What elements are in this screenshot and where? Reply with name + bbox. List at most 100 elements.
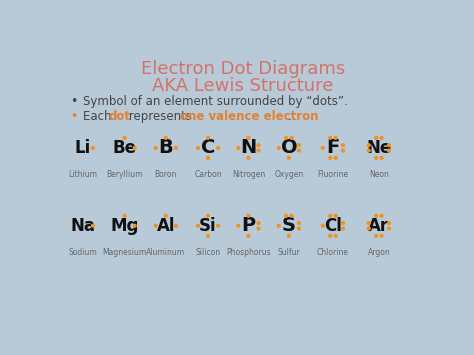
Text: Cl: Cl xyxy=(324,217,342,235)
Ellipse shape xyxy=(133,224,136,227)
Ellipse shape xyxy=(91,224,94,227)
Ellipse shape xyxy=(367,222,370,224)
Ellipse shape xyxy=(237,224,240,227)
Text: dot: dot xyxy=(108,110,130,122)
Text: Na: Na xyxy=(70,217,95,235)
Text: Each: Each xyxy=(83,110,115,122)
Ellipse shape xyxy=(217,224,219,227)
Ellipse shape xyxy=(375,234,377,237)
Text: Fluorine: Fluorine xyxy=(318,170,348,179)
Text: B: B xyxy=(158,138,173,157)
Text: Li: Li xyxy=(74,139,91,157)
Ellipse shape xyxy=(237,147,240,149)
Ellipse shape xyxy=(367,144,370,147)
Ellipse shape xyxy=(298,222,301,224)
Ellipse shape xyxy=(375,157,377,159)
Text: AKA Lewis Structure: AKA Lewis Structure xyxy=(152,77,334,95)
Text: represents: represents xyxy=(125,110,196,122)
Ellipse shape xyxy=(277,224,280,227)
Ellipse shape xyxy=(342,144,345,147)
Text: S: S xyxy=(282,216,296,235)
Ellipse shape xyxy=(342,149,345,152)
Text: Sodium: Sodium xyxy=(68,248,97,257)
Ellipse shape xyxy=(197,224,200,227)
Ellipse shape xyxy=(207,214,210,217)
Text: F: F xyxy=(326,138,339,157)
Ellipse shape xyxy=(334,157,337,159)
Ellipse shape xyxy=(321,147,324,149)
Ellipse shape xyxy=(367,227,370,230)
Text: Phosphorus: Phosphorus xyxy=(226,248,271,257)
Ellipse shape xyxy=(290,136,293,139)
Text: .: . xyxy=(287,110,291,122)
Ellipse shape xyxy=(380,157,383,159)
Ellipse shape xyxy=(329,214,332,217)
Ellipse shape xyxy=(334,234,337,237)
Ellipse shape xyxy=(277,147,280,149)
Ellipse shape xyxy=(257,144,260,147)
Ellipse shape xyxy=(285,214,288,217)
Ellipse shape xyxy=(207,136,210,139)
Ellipse shape xyxy=(388,149,390,152)
Ellipse shape xyxy=(247,136,250,139)
Ellipse shape xyxy=(287,157,290,159)
Text: Aluminum: Aluminum xyxy=(146,248,185,257)
Ellipse shape xyxy=(375,136,377,139)
Ellipse shape xyxy=(298,227,301,230)
Ellipse shape xyxy=(329,234,332,237)
Ellipse shape xyxy=(123,136,126,139)
Ellipse shape xyxy=(207,234,210,237)
Text: P: P xyxy=(241,216,255,235)
Text: Carbon: Carbon xyxy=(194,170,222,179)
Text: Electron Dot Diagrams: Electron Dot Diagrams xyxy=(141,60,345,78)
Ellipse shape xyxy=(207,157,210,159)
Ellipse shape xyxy=(342,222,345,224)
Ellipse shape xyxy=(334,136,337,139)
Text: Si: Si xyxy=(199,217,217,235)
Text: •: • xyxy=(70,94,78,108)
Text: •: • xyxy=(70,110,78,122)
Ellipse shape xyxy=(329,157,332,159)
Text: Symbol of an element surrounded by “dots”.: Symbol of an element surrounded by “dots… xyxy=(83,94,348,108)
Text: Argon: Argon xyxy=(367,248,390,257)
Text: Sulfur: Sulfur xyxy=(277,248,300,257)
Ellipse shape xyxy=(133,147,136,149)
Text: Boron: Boron xyxy=(155,170,177,179)
Ellipse shape xyxy=(298,149,301,152)
Text: Be: Be xyxy=(113,139,137,157)
Ellipse shape xyxy=(257,227,260,230)
Text: O: O xyxy=(281,138,297,157)
Text: Al: Al xyxy=(156,217,175,235)
Text: Ar: Ar xyxy=(368,217,390,235)
Ellipse shape xyxy=(329,136,332,139)
Text: Neon: Neon xyxy=(369,170,389,179)
Ellipse shape xyxy=(334,214,337,217)
Ellipse shape xyxy=(155,224,157,227)
Text: N: N xyxy=(240,138,256,157)
Ellipse shape xyxy=(388,144,390,147)
Ellipse shape xyxy=(247,234,250,237)
Ellipse shape xyxy=(164,136,167,139)
Ellipse shape xyxy=(164,214,167,217)
Text: Magnesium: Magnesium xyxy=(102,248,147,257)
Text: Lithium: Lithium xyxy=(68,170,97,179)
Ellipse shape xyxy=(380,214,383,217)
Ellipse shape xyxy=(155,147,157,149)
Ellipse shape xyxy=(380,136,383,139)
Ellipse shape xyxy=(247,157,250,159)
Text: one valence electron: one valence electron xyxy=(180,110,319,122)
Text: Nitrogen: Nitrogen xyxy=(232,170,265,179)
Ellipse shape xyxy=(298,144,301,147)
Ellipse shape xyxy=(285,136,288,139)
Ellipse shape xyxy=(174,147,177,149)
Ellipse shape xyxy=(342,227,345,230)
Ellipse shape xyxy=(388,222,390,224)
Text: Silicon: Silicon xyxy=(195,248,220,257)
Ellipse shape xyxy=(174,224,177,227)
Ellipse shape xyxy=(287,234,290,237)
Ellipse shape xyxy=(375,214,377,217)
Ellipse shape xyxy=(321,224,324,227)
Ellipse shape xyxy=(290,214,293,217)
Text: Mg: Mg xyxy=(110,217,139,235)
Ellipse shape xyxy=(197,147,200,149)
